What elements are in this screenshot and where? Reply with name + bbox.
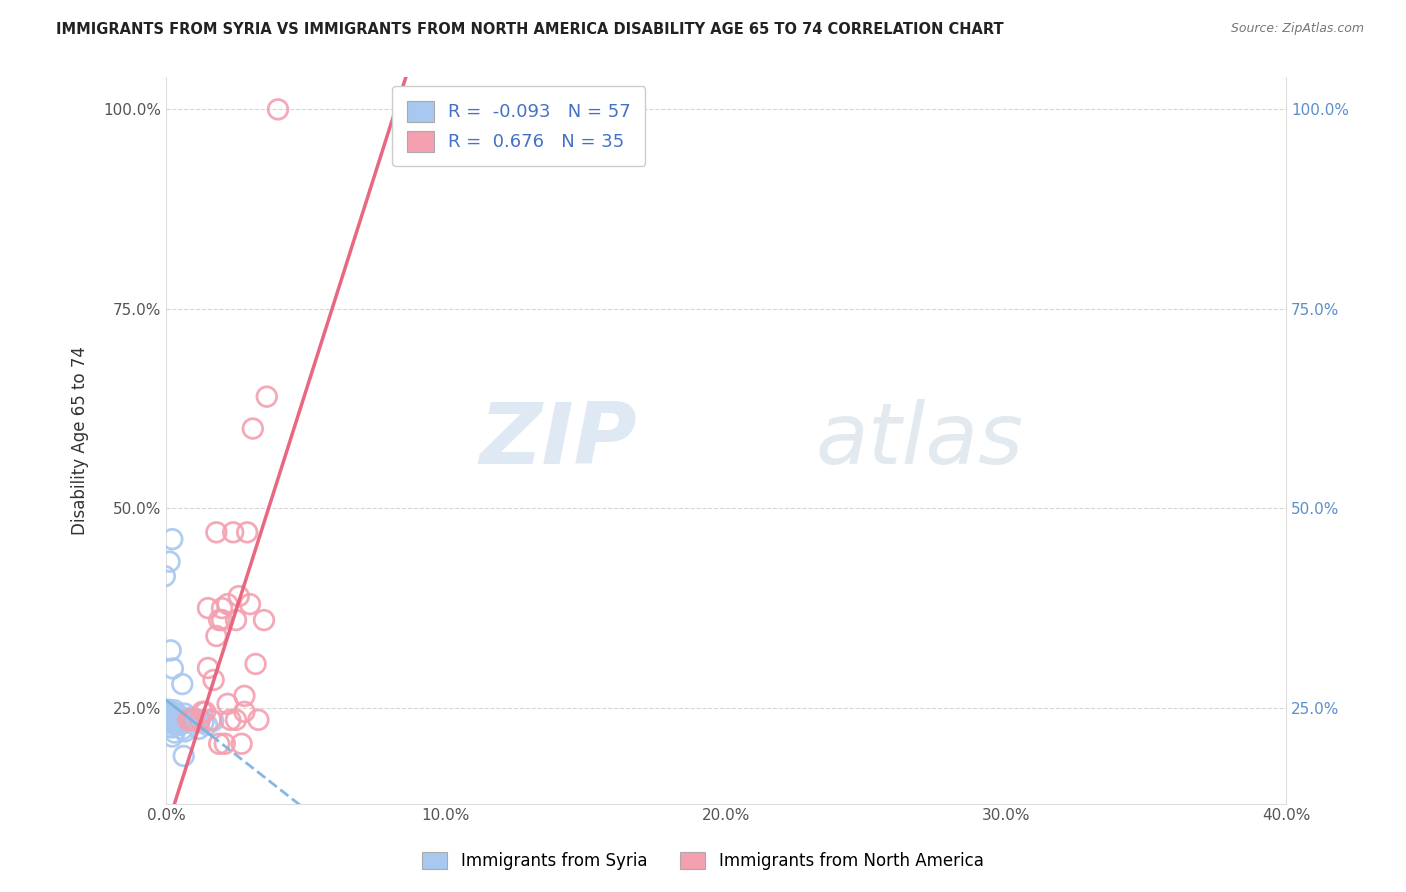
Point	[186, 714, 208, 729]
Point	[225, 713, 247, 727]
Point	[191, 705, 214, 719]
Point	[172, 714, 194, 729]
Point	[242, 421, 264, 435]
Point	[219, 713, 242, 727]
Y-axis label: Disability Age 65 to 74: Disability Age 65 to 74	[72, 346, 89, 535]
Point	[162, 721, 184, 735]
Point	[163, 712, 186, 726]
Point	[177, 713, 200, 727]
Point	[159, 707, 181, 722]
Point	[181, 711, 204, 725]
Point	[159, 706, 181, 721]
Point	[205, 525, 228, 540]
Legend: R =  -0.093   N = 57, R =  0.676   N = 35: R = -0.093 N = 57, R = 0.676 N = 35	[392, 87, 645, 166]
Point	[165, 716, 187, 731]
Point	[160, 715, 183, 730]
Point	[173, 706, 195, 721]
Text: IMMIGRANTS FROM SYRIA VS IMMIGRANTS FROM NORTH AMERICA DISABILITY AGE 65 TO 74 C: IMMIGRANTS FROM SYRIA VS IMMIGRANTS FROM…	[56, 22, 1004, 37]
Point	[267, 103, 290, 117]
Point	[211, 613, 233, 627]
Point	[169, 717, 191, 731]
Point	[222, 525, 245, 540]
Point	[160, 714, 183, 729]
Point	[167, 718, 190, 732]
Point	[153, 569, 176, 583]
Point	[170, 715, 193, 730]
Point	[159, 713, 181, 727]
Point	[157, 711, 180, 725]
Point	[163, 725, 186, 739]
Point	[157, 720, 180, 734]
Point	[159, 714, 181, 729]
Point	[165, 711, 187, 725]
Point	[156, 704, 179, 718]
Point	[208, 737, 231, 751]
Point	[166, 706, 188, 721]
Point	[233, 689, 256, 703]
Point	[247, 713, 270, 727]
Text: Source: ZipAtlas.com: Source: ZipAtlas.com	[1230, 22, 1364, 36]
Point	[236, 525, 259, 540]
Point	[166, 714, 188, 729]
Point	[156, 710, 179, 724]
Point	[208, 613, 231, 627]
Point	[188, 715, 211, 730]
Point	[159, 707, 181, 722]
Point	[172, 677, 194, 691]
Point	[173, 724, 195, 739]
Point	[183, 713, 205, 727]
Point	[167, 713, 190, 727]
Point	[159, 706, 181, 721]
Point	[239, 597, 262, 611]
Point	[159, 643, 181, 657]
Point	[163, 716, 186, 731]
Point	[162, 730, 184, 744]
Point	[180, 713, 202, 727]
Point	[163, 703, 186, 717]
Point	[173, 716, 195, 731]
Point	[231, 737, 253, 751]
Point	[162, 710, 184, 724]
Point	[159, 710, 181, 724]
Point	[202, 673, 225, 687]
Point	[200, 713, 222, 727]
Point	[205, 629, 228, 643]
Point	[162, 661, 184, 675]
Point	[217, 597, 239, 611]
Point	[256, 390, 278, 404]
Point	[166, 712, 188, 726]
Point	[187, 722, 209, 736]
Point	[159, 713, 181, 727]
Text: ZIP: ZIP	[479, 399, 637, 482]
Point	[173, 749, 195, 764]
Point	[197, 661, 219, 675]
Point	[225, 613, 247, 627]
Point	[217, 697, 239, 711]
Legend: Immigrants from Syria, Immigrants from North America: Immigrants from Syria, Immigrants from N…	[416, 845, 990, 877]
Point	[233, 705, 256, 719]
Point	[245, 657, 267, 671]
Point	[159, 555, 181, 569]
Point	[194, 705, 217, 719]
Text: atlas: atlas	[815, 399, 1024, 482]
Point	[172, 722, 194, 736]
Point	[253, 613, 276, 627]
Point	[157, 714, 180, 728]
Point	[228, 589, 250, 603]
Point	[162, 532, 184, 546]
Point	[157, 703, 180, 717]
Point	[195, 718, 218, 732]
Point	[188, 713, 211, 727]
Point	[156, 703, 179, 717]
Point	[160, 712, 183, 726]
Point	[177, 711, 200, 725]
Point	[193, 714, 215, 729]
Point	[169, 709, 191, 723]
Point	[202, 714, 225, 728]
Point	[211, 601, 233, 615]
Point	[214, 737, 236, 751]
Point	[183, 713, 205, 727]
Point	[197, 601, 219, 615]
Point	[160, 717, 183, 731]
